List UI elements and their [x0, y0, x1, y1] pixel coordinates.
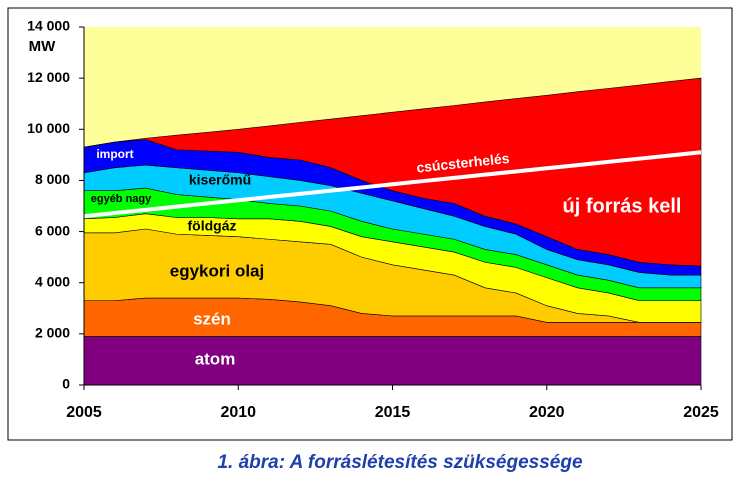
peak-line — [83, 150, 702, 219]
y-tick-label: 0 — [62, 376, 70, 392]
x-tick-label: 2025 — [683, 404, 719, 421]
series-label: atom — [195, 349, 236, 368]
y-tick-label: 6 000 — [35, 222, 70, 238]
area — [83, 77, 702, 267]
series-label: kiserőmű — [189, 172, 251, 188]
x-tick-label: 2005 — [66, 404, 102, 421]
x-tick-label: 2010 — [220, 404, 256, 421]
y-axis-label: MW — [29, 38, 56, 55]
y-tick-label: 14 000 — [27, 18, 70, 34]
y-tick-label: 8 000 — [35, 171, 70, 187]
caption: 1. ábra: A forráslétesítés szükségessége — [217, 452, 582, 473]
y-tick-label: 10 000 — [27, 120, 70, 136]
x-tick-label: 2015 — [375, 404, 411, 421]
series-label: import — [96, 147, 133, 161]
y-tick-label: 12 000 — [27, 69, 70, 85]
area — [83, 336, 702, 386]
series-label: új forrás kell — [563, 195, 682, 217]
series-label: egyéb nagy — [91, 193, 152, 205]
y-tick-label: 2 000 — [35, 325, 70, 341]
y-tick-label: 4 000 — [35, 273, 70, 289]
x-tick-label: 2020 — [529, 404, 565, 421]
series-label: egykori olaj — [170, 261, 264, 280]
series-label: szén — [193, 309, 231, 328]
series-label: földgáz — [188, 218, 237, 234]
